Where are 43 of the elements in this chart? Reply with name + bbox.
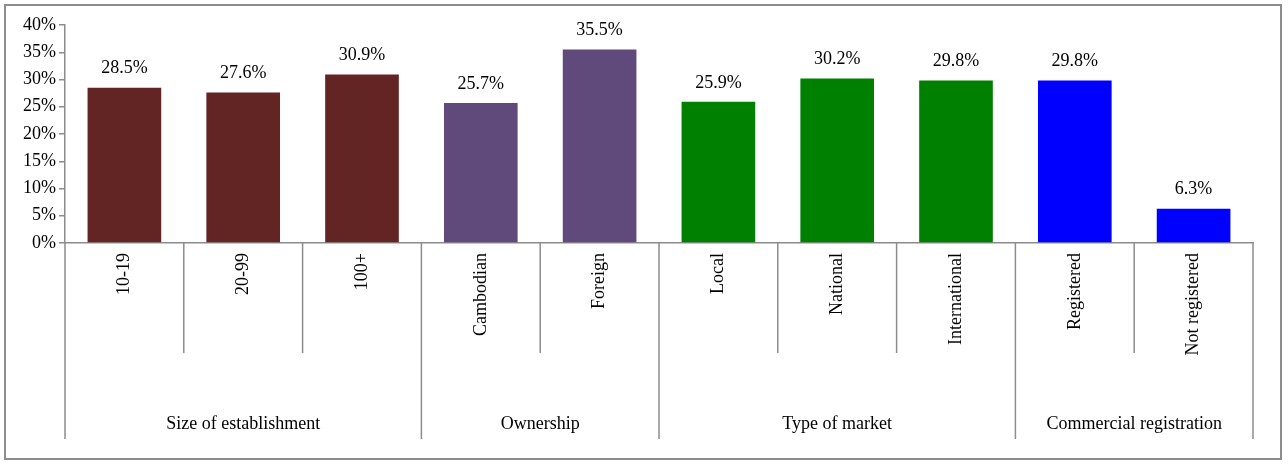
bar xyxy=(919,80,993,243)
x-tick-label: Foreign xyxy=(588,253,609,309)
text: Type of market xyxy=(782,412,893,433)
x-tick-label: 20-99 xyxy=(231,253,252,295)
x-tick-label: International xyxy=(944,253,965,345)
data-label: 25.9% xyxy=(695,71,742,92)
y-tick-label: 0% xyxy=(31,231,56,252)
bar xyxy=(87,87,162,243)
data-label: 30.9% xyxy=(338,44,386,65)
x-tick-label: Registered xyxy=(1063,253,1084,330)
x-tick-label: Not registered xyxy=(1182,253,1203,356)
bar xyxy=(681,101,756,243)
y-tick-label: 15% xyxy=(22,149,56,170)
data-label: 6.3% xyxy=(1174,178,1213,199)
text: Ownership xyxy=(500,412,580,433)
x-tick-label: 100+ xyxy=(350,253,371,291)
bar xyxy=(325,74,399,243)
y-tick-label: 40% xyxy=(22,13,56,34)
bar xyxy=(1037,80,1112,243)
data-label: 35.5% xyxy=(576,19,623,40)
bar xyxy=(206,92,281,243)
x-tick-label: Cambodian xyxy=(469,253,490,336)
y-tick-label: 30% xyxy=(22,68,56,89)
bar xyxy=(443,102,518,243)
bar xyxy=(800,78,875,243)
x-tick-label: National xyxy=(825,253,846,315)
y-tick-label: 5% xyxy=(31,204,56,225)
data-label: 25.7% xyxy=(457,72,505,93)
data-label: 29.8% xyxy=(932,50,980,71)
text: Commercial registration xyxy=(1046,412,1222,433)
x-tick-label: Local xyxy=(707,253,728,294)
data-label: 29.8% xyxy=(1051,50,1099,71)
data-label: 27.6% xyxy=(219,62,267,83)
data-label: 30.2% xyxy=(813,48,861,69)
text: Size of establishment xyxy=(166,412,321,433)
x-tick-label: 10-19 xyxy=(113,253,134,295)
y-tick-label: 25% xyxy=(22,95,56,116)
y-tick-label: 20% xyxy=(22,122,56,143)
y-tick-label: 10% xyxy=(22,177,56,198)
bar xyxy=(1156,208,1231,243)
bar xyxy=(562,49,637,243)
data-label: 28.5% xyxy=(101,57,148,78)
y-tick-label: 35% xyxy=(22,40,56,61)
